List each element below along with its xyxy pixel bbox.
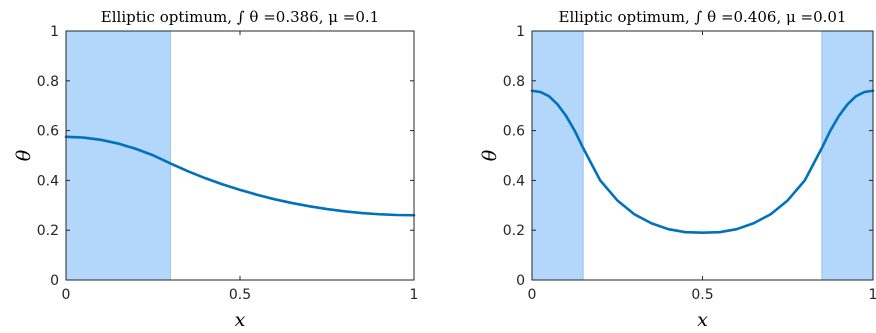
chart-1-plot: 0 0.5 1 0 0.2 0.4 0.6 0.8 1 Elliptic optimum, ∫ θ… [13, 8, 418, 331]
chart-1-y-tick-label: 0 [50, 273, 59, 289]
chart-1-y-tick-label: 0.2 [37, 223, 59, 239]
chart-2-y-tick-label: 0.6 [503, 124, 525, 140]
chart-1-title: Elliptic optimum, ∫ θ =0.386, μ =0.1 [101, 8, 379, 26]
chart-1-x-tick-label: 0.5 [229, 287, 251, 303]
chart-2-shaded-region-1 [531, 30, 584, 281]
chart-1-x-tick-label: 0 [62, 287, 71, 303]
chart-1-y-tick-label: 1 [50, 24, 59, 40]
chart-2-y-tick-label: 1 [516, 24, 525, 40]
chart-2-series-line-1 [530, 89, 875, 234]
chart-2-y-tick-label: 0 [516, 273, 525, 289]
chart-2-x-tick-label: 0.5 [691, 287, 713, 303]
chart-1-y-tick-label: 0.6 [37, 124, 59, 140]
chart-2-plot-area [532, 31, 873, 280]
chart-2-x-axis-label: x [697, 309, 708, 331]
chart-2-x-tick-label: 1 [869, 287, 876, 303]
chart-2-x-tick-label: 0 [528, 287, 537, 303]
chart-1-x-axis-label: x [235, 309, 246, 331]
chart-1-y-axis-label: θ [13, 149, 35, 161]
chart-1-y-tick-label: 0.4 [37, 173, 59, 189]
chart-1-series-line-1 [64, 135, 416, 217]
chart-2-y-tick-label: 0.8 [503, 74, 525, 90]
chart-2-y-tick-label: 0.2 [503, 223, 525, 239]
chart-2-plot: 0 0.5 1 0 0.2 0.4 0.6 0.8 1 Elliptic optimum, ∫ θ… [479, 8, 876, 331]
chart-1-x-tick-label: 1 [410, 287, 419, 303]
chart-1-y-tick-label: 0.8 [37, 74, 59, 90]
chart-2-y-axis-label: θ [479, 149, 501, 161]
chart-2-y-tick-label: 0.4 [503, 173, 525, 189]
chart-2-shaded-region-2 [821, 30, 874, 281]
chart-2-title: Elliptic optimum, ∫ θ =0.406, μ =0.01 [559, 8, 847, 26]
